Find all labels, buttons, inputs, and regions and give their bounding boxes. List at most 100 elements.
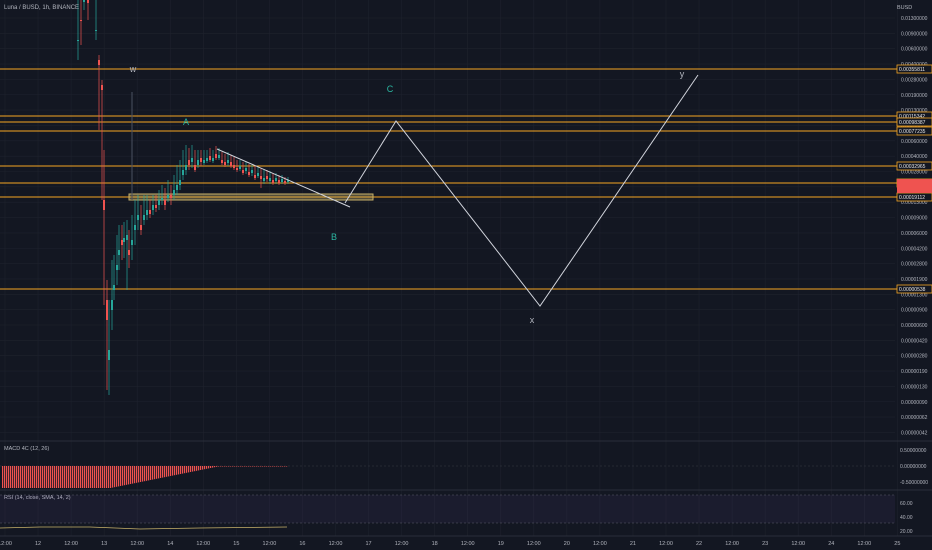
macd-bar — [244, 466, 246, 467]
time-tick-label: 12:00 — [725, 541, 739, 547]
wave-projection-path[interactable] — [344, 74, 699, 307]
macd-bar — [92, 466, 94, 488]
macd-bar — [74, 466, 76, 488]
candle-body — [121, 240, 123, 245]
time-tick-label: 12:00 — [461, 541, 475, 547]
price-level-value: 0.00098387 — [899, 120, 926, 126]
time-tick-label: 12:00 — [395, 541, 409, 547]
macd-bar — [52, 466, 54, 488]
time-tick-label: 12 — [35, 541, 41, 547]
time-tick-label: 12:00 — [263, 541, 277, 547]
candle-body — [134, 225, 136, 230]
candle-body — [118, 250, 120, 255]
time-tick-label: 20 — [564, 541, 570, 547]
macd-bar — [136, 466, 138, 483]
macd-bar — [16, 466, 18, 488]
macd-bar — [160, 466, 162, 478]
macd-bar — [122, 466, 124, 486]
macd-bar — [6, 466, 8, 488]
macd-bar — [210, 466, 212, 468]
currency-label: BUSD — [897, 5, 912, 11]
macd-bar — [230, 466, 232, 467]
macd-bar — [190, 466, 192, 472]
candle-body — [281, 179, 283, 182]
candle-body — [236, 168, 238, 170]
macd-bar — [114, 466, 116, 488]
candle-body — [155, 205, 157, 208]
macd-bar — [126, 466, 128, 485]
macd-bar — [24, 466, 26, 488]
price-tick-label: 0.00060000 — [901, 139, 928, 145]
price-tick-label: 0.00280000 — [901, 77, 928, 83]
candle-body — [257, 173, 259, 176]
candle-body — [191, 158, 193, 162]
rsi-tick-label: 40.00 — [900, 515, 913, 521]
macd-bar — [174, 466, 176, 476]
candle-body — [95, 30, 97, 31]
candle-body — [269, 178, 271, 181]
wave-labels: w A B Cx y — [129, 64, 685, 325]
macd-bar — [266, 466, 268, 467]
macd-bar — [132, 466, 134, 484]
macd-bar — [94, 466, 96, 488]
macd-bar — [46, 466, 48, 488]
macd-bar — [104, 466, 106, 488]
rsi-pane[interactable]: RSI (14, close, SMA, 14, 2) 60.00 40.00 20… — [0, 494, 913, 535]
macd-bar — [188, 466, 190, 473]
macd-label: MACD 4C (12, 26) — [4, 446, 49, 452]
candle-body — [106, 300, 108, 320]
candle-body — [80, 20, 82, 21]
candle-body — [254, 175, 256, 178]
macd-bar — [116, 466, 118, 487]
macd-bar — [166, 466, 168, 477]
macd-bar — [178, 466, 180, 475]
candle-body — [128, 250, 130, 255]
candle-body — [149, 210, 151, 214]
rsi-line — [0, 526, 288, 530]
macd-pane[interactable]: MACD 4C (12, 26) 0.50000000 0.00000000 -0.… — [0, 446, 928, 488]
macd-bar — [82, 466, 84, 488]
macd-bar — [176, 466, 178, 475]
symbol-title: Luna / BUSD, 1h, BINANCE — [4, 5, 79, 11]
candle-body — [233, 165, 235, 168]
trendline[interactable] — [216, 148, 351, 208]
candle-body — [230, 162, 232, 166]
macd-bar — [60, 466, 62, 488]
macd-bar — [130, 466, 132, 484]
time-tick-label: 12:00 — [593, 541, 607, 547]
time-tick-label: 12:00 — [791, 541, 805, 547]
candle-body — [197, 160, 199, 165]
macd-bar — [68, 466, 70, 488]
time-tick-label: 12:00 — [857, 541, 871, 547]
macd-bar — [258, 466, 260, 467]
macd-bar — [32, 466, 34, 488]
macd-bar — [172, 466, 174, 476]
time-tick-label: 14 — [167, 541, 173, 547]
current-price-tag — [897, 179, 932, 193]
time-axis[interactable]: 12:00 12 12:00 13 12:00 14 12:00 15 12:00 16 12:00… — [0, 541, 900, 547]
price-tick-label: 0.00000280 — [901, 354, 928, 360]
candle-body — [87, 0, 89, 3]
price-pane[interactable]: w A B Cx y — [0, 0, 897, 395]
macd-bar — [204, 466, 206, 470]
macd-bar — [194, 466, 196, 472]
macd-tick-label: 0.50000000 — [900, 448, 927, 454]
candle-body — [123, 238, 125, 242]
macd-bar — [198, 466, 200, 471]
macd-bar — [4, 466, 6, 488]
macd-bar — [154, 466, 156, 480]
price-axis[interactable]: BUSD 0.013000000.009000000.006000000.004… — [896, 5, 932, 436]
macd-bar — [252, 466, 254, 467]
price-tick-label: 0.00001900 — [901, 277, 928, 283]
candle-body — [185, 165, 187, 170]
macd-bar — [76, 466, 78, 488]
support-zone[interactable] — [128, 193, 374, 201]
time-tick-label: 23 — [762, 541, 768, 547]
candle-body — [284, 181, 286, 183]
macd-bar — [54, 466, 56, 488]
price-level-value: 0.00115342 — [899, 114, 925, 120]
macd-bar — [30, 466, 32, 488]
time-tick-label: 13 — [101, 541, 107, 547]
candle-body — [215, 154, 217, 158]
